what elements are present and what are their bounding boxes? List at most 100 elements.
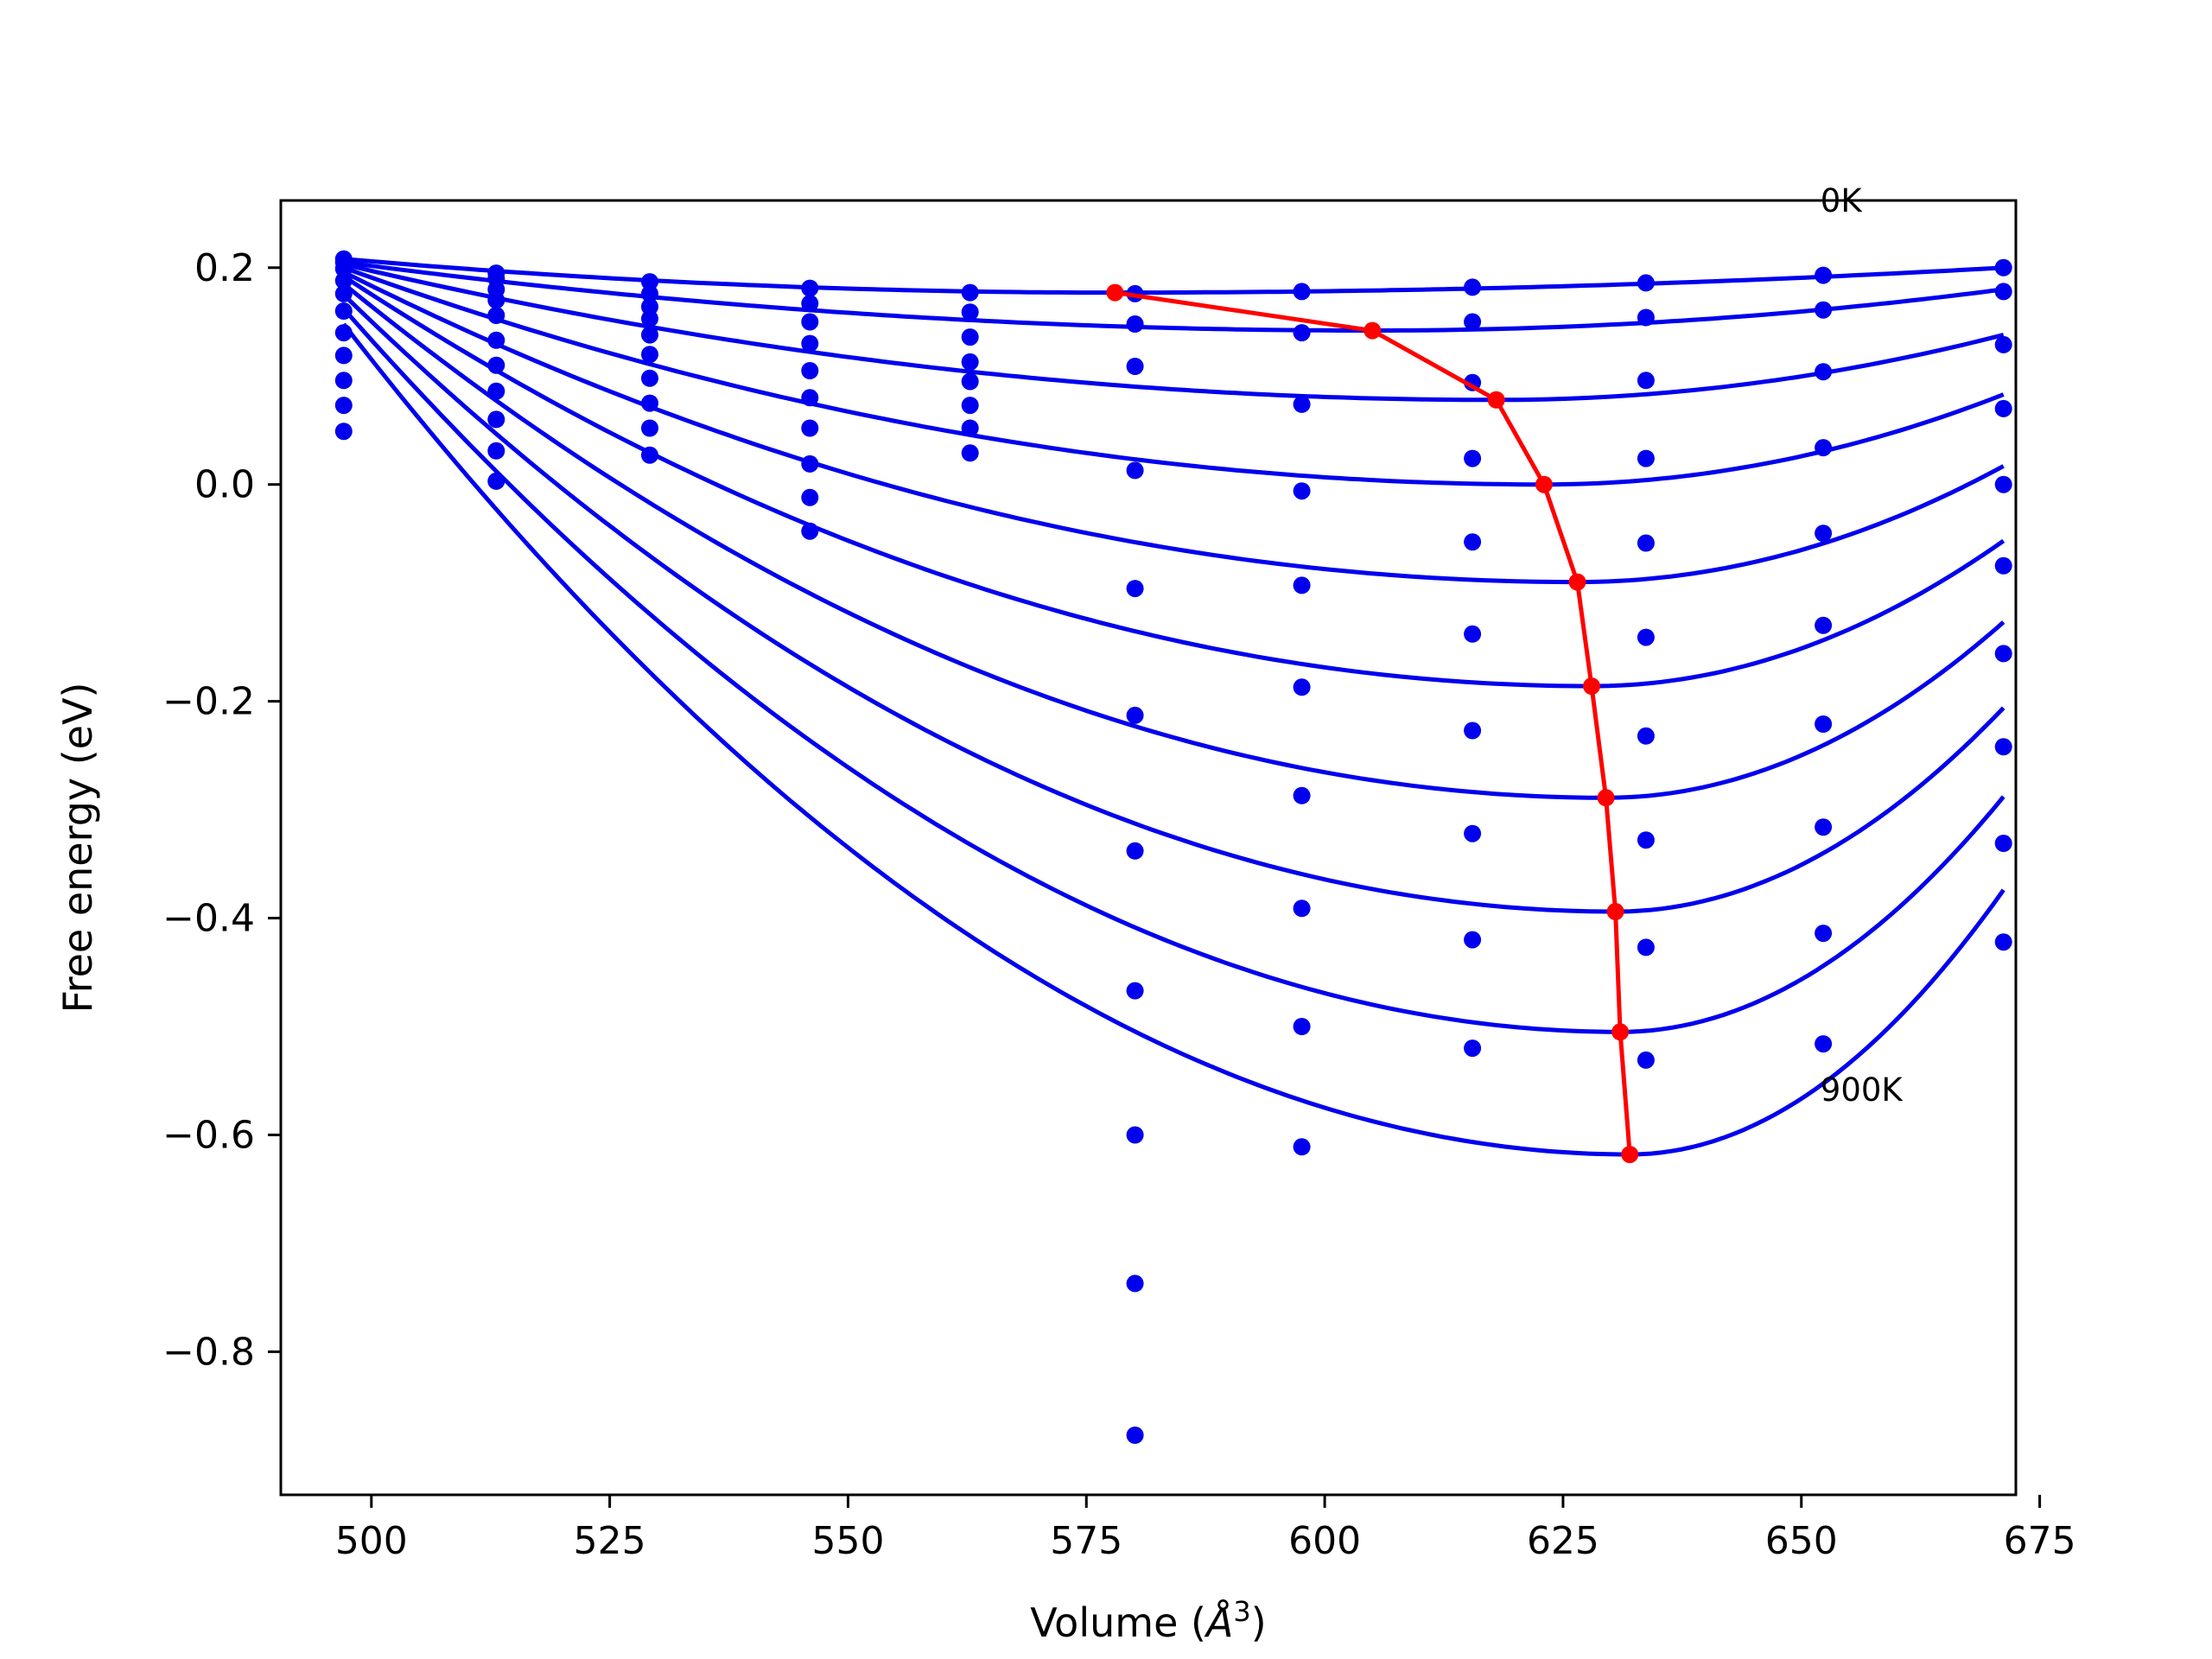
y-tick-label-3: −0.4 (162, 897, 255, 941)
data-point-s5-v1 (487, 331, 505, 349)
equilibrium-point-0 (1106, 283, 1124, 302)
data-point-s0-v10 (1994, 258, 2012, 276)
data-point-s3-v5 (1126, 461, 1144, 480)
data-point-s3-v3 (801, 334, 819, 353)
annotation-0k: 0K (1821, 182, 1864, 219)
data-point-s4-v9 (1815, 524, 1833, 543)
equilibrium-point-4 (1568, 573, 1586, 591)
data-point-s8-v6 (1293, 1018, 1311, 1035)
data-point-s6-v9 (1815, 715, 1833, 733)
data-point-s3-v0 (334, 271, 353, 289)
data-point-s0-v7 (1464, 278, 1482, 296)
data-point-s0-v8 (1637, 274, 1655, 292)
data-point-s4-v8 (1637, 534, 1655, 552)
data-point-s9-v3 (801, 522, 819, 540)
data-point-s5-v10 (1994, 556, 2012, 575)
fit-curve-7 (342, 293, 2005, 914)
data-point-s4-v4 (961, 372, 979, 391)
data-point-s2-v9 (1815, 363, 1833, 381)
data-point-s7-v3 (801, 454, 819, 473)
curve-annotations: 0K 900K (1821, 182, 1904, 1109)
data-point-s6-v8 (1637, 727, 1655, 745)
data-point-s2-v2 (641, 298, 658, 315)
equilibrium-point-2 (1487, 391, 1505, 409)
x-tick-label-550: 550 (811, 1519, 884, 1563)
data-point-s0-v3 (801, 279, 819, 297)
data-point-s9-v9 (1815, 1035, 1833, 1053)
data-point-s0-v9 (1815, 266, 1833, 284)
data-point-s5-v6 (1293, 678, 1311, 696)
data-point-s7-v1 (487, 382, 505, 400)
data-point-s1-v5 (1126, 315, 1144, 333)
equilibrium-point-9 (1621, 1146, 1639, 1164)
data-point-s6-v1 (487, 356, 505, 374)
data-point-s4-v5 (1126, 580, 1144, 598)
data-point-s7-v7 (1464, 824, 1482, 842)
data-point-s8-v0 (334, 372, 353, 390)
data-point-s6-v10 (1994, 645, 2012, 663)
data-point-s0-v4 (961, 283, 979, 302)
y-tick-label-5: −0.8 (162, 1330, 255, 1374)
equilibrium-point-3 (1535, 475, 1553, 493)
data-point-s4-v6 (1293, 576, 1311, 594)
data-point-s7-v0 (334, 346, 353, 365)
data-point-s7-v4 (961, 444, 979, 462)
data-point-s6-v2 (641, 369, 658, 387)
y-tick-label-1: 0.0 (194, 463, 255, 507)
data-point-s8-v9 (1815, 925, 1833, 943)
fit-curve-9 (341, 322, 2005, 1157)
data-point-s3-v7 (1464, 449, 1482, 467)
data-point-s1-v7 (1464, 313, 1482, 331)
data-point-s8-v1 (487, 410, 505, 429)
x-tick-label-625: 625 (1527, 1519, 1599, 1563)
data-point-s6-v7 (1464, 721, 1482, 740)
x-tick-label-500: 500 (335, 1519, 408, 1563)
data-point-s5-v4 (961, 397, 979, 415)
data-point-s9-v10 (1994, 933, 2012, 951)
data-point-s3-v9 (1815, 439, 1833, 457)
data-point-s10-v5 (1126, 1427, 1144, 1444)
data-point-s3-v6 (1293, 482, 1311, 500)
data-point-s3-v4 (961, 353, 979, 371)
equilibrium-point-7 (1606, 903, 1624, 920)
data-point-s7-v2 (641, 394, 658, 412)
data-point-s1-v4 (961, 303, 979, 321)
data-point-s7-v5 (1126, 982, 1144, 1000)
data-point-s9-v5 (1126, 1274, 1144, 1293)
data-point-s8-v7 (1464, 931, 1482, 949)
data-point-s3-v8 (1637, 449, 1655, 467)
data-point-s5-v7 (1464, 625, 1482, 643)
data-point-s2-v0 (334, 260, 353, 277)
y-axis-ticks: 0.2 0.0 −0.2 −0.4 −0.6 −0.8 (162, 246, 281, 1374)
data-point-s2-v3 (801, 313, 819, 331)
data-point-s4-v3 (801, 362, 819, 379)
x-tick-label-650: 650 (1765, 1519, 1838, 1563)
equilibrium-path (1115, 290, 1632, 1155)
fit-curve-0 (343, 257, 2004, 296)
data-point-s1-v8 (1637, 308, 1655, 327)
data-point-s5-v5 (1126, 706, 1144, 724)
annotation-900k: 900K (1821, 1071, 1904, 1109)
x-axis-ticks: 500 525 550 575 600 625 650 675 (335, 1495, 2076, 1563)
data-point-s1-v6 (1293, 324, 1311, 342)
data-point-s4-v7 (1464, 533, 1482, 551)
data-point-s8-v5 (1126, 1126, 1144, 1144)
data-point-s8-v2 (641, 419, 658, 437)
data-point-s3-v10 (1994, 399, 2012, 417)
data-point-s7-v6 (1293, 899, 1311, 918)
fit-curve-1 (343, 260, 2005, 334)
y-tick-label-2: −0.2 (162, 680, 255, 724)
y-tick-label-4: −0.6 (162, 1113, 255, 1157)
data-point-s2-v8 (1637, 372, 1655, 390)
data-point-s4-v0 (334, 284, 353, 302)
fit-curve-2 (343, 262, 2005, 403)
x-tick-label-575: 575 (1050, 1519, 1122, 1563)
data-point-s3-v2 (641, 309, 658, 327)
x-tick-label-600: 600 (1288, 1519, 1361, 1563)
data-point-s10-v0 (334, 423, 353, 441)
x-tick-label-675: 675 (2004, 1519, 2076, 1563)
plot-frame (279, 199, 2018, 1497)
x-axis-title-symbol: Å (1204, 1599, 1233, 1646)
data-point-s10-v1 (487, 472, 505, 490)
